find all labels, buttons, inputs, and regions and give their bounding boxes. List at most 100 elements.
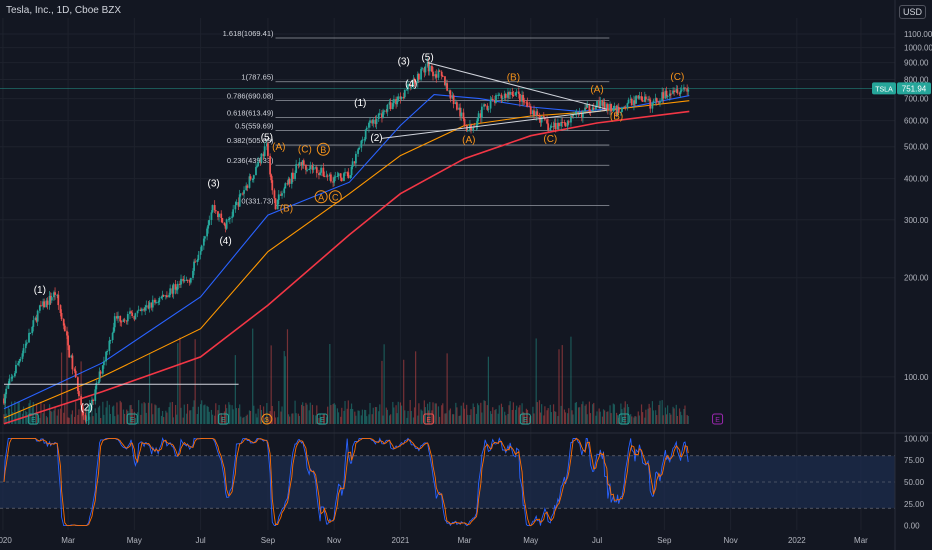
candle-body: [606, 104, 609, 111]
volume-bar: [171, 401, 173, 424]
earnings-marker: [27, 413, 39, 425]
candle-body: [525, 102, 528, 104]
x-tick-label: 2022: [788, 536, 806, 545]
volume-bar: [264, 417, 266, 424]
candle-body: [158, 298, 161, 302]
candle-body: [271, 180, 274, 191]
volume-bar: [85, 406, 88, 424]
candle-body: [673, 90, 676, 93]
candle-body: [340, 177, 343, 181]
candle-body: [522, 94, 525, 102]
volume-bar: [634, 415, 636, 424]
volume-bar: [497, 413, 499, 424]
volume-bar: [316, 405, 318, 424]
volume-bar: [112, 406, 114, 424]
candle-body: [501, 98, 504, 100]
candle-body: [11, 376, 14, 378]
candle-body: [24, 343, 27, 349]
candle-body: [421, 68, 424, 70]
candle-body: [616, 106, 619, 116]
volume-bar: [638, 415, 640, 424]
earnings-marker: [423, 413, 435, 425]
candle-body: [386, 104, 389, 112]
candle-body: [504, 93, 507, 98]
candle-body: [137, 309, 140, 311]
volume-bar: [374, 407, 377, 424]
volume-bar: [175, 404, 177, 424]
candle-body: [638, 96, 641, 99]
volume-bar: [478, 405, 480, 424]
wave-label: (A): [272, 142, 285, 153]
trendline: [381, 109, 607, 139]
volume-bar: [100, 417, 102, 424]
volume-bar: [186, 403, 189, 424]
candle-body: [627, 99, 630, 104]
candle-body: [238, 194, 241, 207]
volume-bar: [522, 411, 524, 424]
volume-bar: [103, 414, 105, 424]
volume-bar: [383, 344, 385, 424]
candle-body: [643, 96, 646, 102]
candle-body: [402, 96, 405, 98]
candle-body: [476, 118, 479, 125]
candle-body: [175, 289, 178, 291]
currency-badge[interactable]: USD: [898, 5, 926, 19]
candle-body: [462, 112, 465, 119]
candle-body: [193, 261, 195, 271]
candle-body: [164, 295, 167, 297]
volume-bar: [226, 408, 228, 424]
candle-body: [678, 93, 681, 95]
candle-body: [621, 107, 623, 112]
candle-body: [179, 283, 181, 285]
candle-body: [91, 399, 93, 405]
candle-body: [533, 110, 535, 116]
candle-body: [374, 119, 377, 125]
candle-body: [323, 176, 326, 178]
volume-bar: [630, 414, 632, 424]
volume-bar: [318, 417, 320, 424]
candle-body: [325, 175, 328, 177]
candle-body: [515, 91, 518, 93]
candle-body: [400, 96, 403, 99]
candle-body: [109, 340, 112, 342]
volume-bar: [519, 405, 521, 424]
volume-bar: [455, 402, 457, 424]
volume-bar: [185, 413, 188, 424]
x-tick-label: 2021: [392, 536, 410, 545]
y-tick-label: 500.00: [904, 143, 929, 152]
volume-bar: [235, 408, 238, 424]
x-tick-label: Nov: [327, 536, 341, 545]
volume-bar: [481, 412, 483, 424]
x-tick-label: Mar: [458, 536, 472, 545]
volume-bar: [385, 407, 387, 424]
candle-body: [592, 107, 595, 110]
x-tick-label: Nov: [723, 536, 737, 545]
candle-body: [56, 294, 59, 296]
candle-body: [186, 279, 189, 281]
candle-body: [477, 113, 480, 119]
volume-bar: [423, 400, 425, 424]
volume-bar: [607, 411, 609, 424]
volume-bar: [303, 406, 305, 424]
volume-bar: [492, 407, 494, 424]
volume-bar: [337, 412, 340, 424]
volume-bar: [116, 402, 118, 424]
volume-bar: [552, 404, 555, 424]
candle-body: [78, 390, 80, 397]
volume-bar: [280, 411, 282, 424]
wave-label: B: [320, 145, 326, 155]
candle-body: [42, 301, 44, 307]
volume-bar: [642, 412, 644, 424]
candle-body: [208, 219, 211, 225]
volume-bar: [80, 361, 82, 424]
candle-body: [648, 99, 651, 101]
volume-bar: [500, 403, 503, 424]
candle-body: [410, 86, 413, 88]
volume-bar: [182, 417, 184, 424]
volume-bar: [214, 415, 216, 424]
volume-bar: [525, 408, 528, 424]
candle-body: [427, 61, 430, 72]
candle-body: [517, 91, 520, 94]
price-tag-symbol-box: [872, 82, 896, 95]
